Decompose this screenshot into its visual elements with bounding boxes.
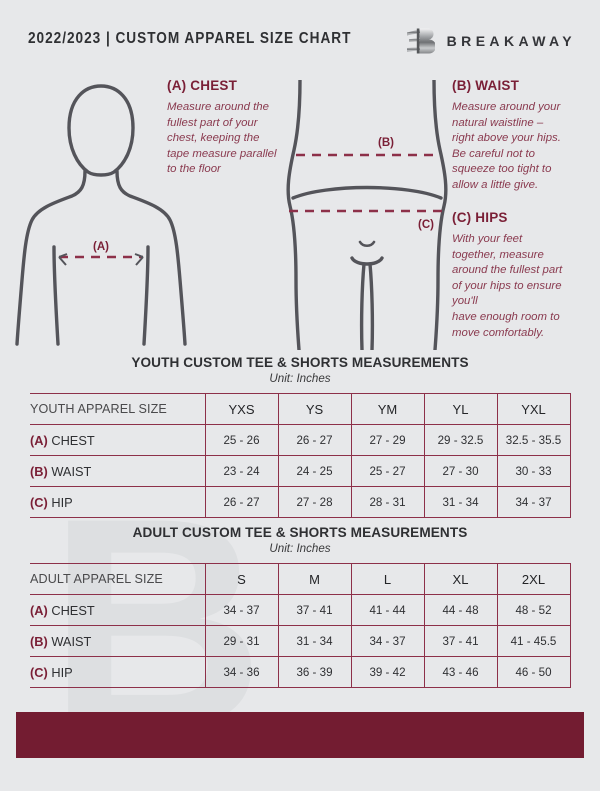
- table-header-row: ADULT APPAREL SIZE S M L XL 2XL: [30, 563, 571, 595]
- youth-row-tag-0: (A): [30, 432, 48, 448]
- note-chest-body: Measure around the fullest part of your …: [167, 101, 277, 176]
- adult-row-tag-1: (B): [30, 633, 48, 649]
- page-title: 2022/2023 | CUSTOM APPAREL SIZE CHART: [28, 30, 352, 47]
- adult-row-tag-2: (C): [30, 664, 48, 680]
- adult-cell-2-4: 46 - 50: [496, 656, 571, 688]
- adult-table-title: ADULT CUSTOM TEE & SHORTS MEASUREMENTS: [132, 525, 468, 540]
- waist-marker-label: (B): [378, 137, 394, 149]
- table-header-row: YOUTH APPAREL SIZE YXS YS YM YL YXL: [30, 393, 571, 425]
- youth-cell-2-3: 31 - 34: [423, 486, 497, 518]
- youth-cell-1-3: 27 - 30: [423, 455, 497, 487]
- adult-cell-0-4: 48 - 52: [496, 594, 571, 626]
- note-waist: (B) WAIST Measure around your natural wa…: [452, 78, 592, 194]
- youth-cell-0-4: 32.5 - 35.5: [496, 424, 571, 456]
- adult-row-label-2: (C) HIP: [30, 656, 205, 688]
- adult-row-text-2: HIP: [51, 664, 73, 680]
- adult-row-tag-0: (A): [30, 602, 48, 618]
- table-row: (B) WAIST 29 - 31 31 - 34 34 - 37 37 - 4…: [30, 625, 571, 657]
- measurement-diagrams: (A) (B) (C: [0, 72, 600, 352]
- table-row: (A) CHEST 34 - 37 37 - 41 41 - 44 44 - 4…: [30, 594, 571, 626]
- footer-bar: [16, 712, 584, 758]
- hips-marker-label: (C): [418, 219, 434, 231]
- youth-cell-1-1: 24 - 25: [277, 455, 351, 487]
- note-hips-body: With your feet together, measure around …: [452, 233, 563, 339]
- youth-row-label-2: (C) HIP: [30, 486, 205, 518]
- youth-size-table-block: YOUTH CUSTOM TEE & SHORTS MEASUREMENTS U…: [30, 355, 571, 518]
- note-waist-title: (B) WAIST: [452, 78, 520, 93]
- note-waist-body: Measure around your natural waistline – …: [452, 101, 561, 191]
- youth-size-col-3: YL: [423, 393, 497, 425]
- adult-row-text-0: CHEST: [51, 602, 95, 618]
- adult-cell-1-1: 31 - 34: [277, 625, 351, 657]
- breakaway-b-monogram-icon: [405, 26, 436, 56]
- youth-size-col-4: YXL: [496, 393, 571, 425]
- youth-row-text-1: WAIST: [51, 463, 92, 479]
- adult-row-label-1: (B) WAIST: [30, 625, 205, 657]
- adult-table-unit: Unit: Inches: [269, 542, 331, 555]
- adult-size-col-2: L: [350, 563, 424, 595]
- adult-cell-0-0: 34 - 37: [204, 594, 278, 626]
- youth-table-title: YOUTH CUSTOM TEE & SHORTS MEASUREMENTS: [131, 355, 469, 370]
- adult-cell-1-2: 34 - 37: [350, 625, 424, 657]
- adult-row-text-1: WAIST: [51, 633, 92, 649]
- adult-cell-0-3: 44 - 48: [423, 594, 497, 626]
- lower-body-silhouette-icon: (B) (C): [272, 78, 462, 352]
- adult-cell-2-3: 43 - 46: [423, 656, 497, 688]
- youth-cell-2-2: 28 - 31: [350, 486, 424, 518]
- youth-size-col-0: YXS: [204, 393, 278, 425]
- note-hips-title: (C) HIPS: [452, 210, 508, 225]
- youth-cell-1-0: 23 - 24: [204, 455, 278, 487]
- adult-cell-0-1: 37 - 41: [277, 594, 351, 626]
- page-header: 2022/2023 | CUSTOM APPAREL SIZE CHART: [0, 0, 600, 72]
- adult-cell-0-2: 41 - 44: [350, 594, 424, 626]
- brand-name: BREAKAWAY: [446, 33, 576, 49]
- table-row: (C) HIP 26 - 27 27 - 28 28 - 31 31 - 34 …: [30, 486, 571, 518]
- youth-size-col-2: YM: [350, 393, 424, 425]
- adult-size-table: ADULT APPAREL SIZE S M L XL 2XL (A) CHES…: [30, 563, 571, 688]
- adult-size-table-block: ADULT CUSTOM TEE & SHORTS MEASUREMENTS U…: [30, 525, 571, 688]
- youth-cell-2-1: 27 - 28: [277, 486, 351, 518]
- note-chest-title: (A) CHEST: [167, 78, 238, 93]
- upper-body-silhouette-icon: (A): [6, 72, 196, 350]
- adult-cell-2-0: 34 - 36: [204, 656, 278, 688]
- chest-marker-label: (A): [93, 241, 109, 253]
- youth-cell-1-4: 30 - 33: [496, 455, 571, 487]
- table-row: (A) CHEST 25 - 26 26 - 27 27 - 29 29 - 3…: [30, 424, 571, 456]
- adult-cell-1-4: 41 - 45.5: [496, 625, 571, 657]
- adult-size-col-0: S: [204, 563, 278, 595]
- note-hips: (C) HIPS With your feet together, measur…: [452, 210, 594, 341]
- youth-row-tag-1: (B): [30, 463, 48, 479]
- adult-cell-2-2: 39 - 42: [350, 656, 424, 688]
- youth-row-tag-2: (C): [30, 494, 48, 510]
- adult-cell-1-3: 37 - 41: [423, 625, 497, 657]
- youth-row-text-0: CHEST: [51, 432, 95, 448]
- youth-table-unit: Unit: Inches: [269, 372, 331, 385]
- youth-row-text-2: HIP: [51, 494, 73, 510]
- youth-row-label-1: (B) WAIST: [30, 455, 205, 487]
- youth-cell-0-0: 25 - 26: [204, 424, 278, 456]
- brand-lockup: BREAKAWAY: [405, 26, 576, 56]
- adult-size-col-3: XL: [423, 563, 497, 595]
- youth-corner-label: YOUTH APPAREL SIZE: [30, 393, 205, 425]
- table-row: (C) HIP 34 - 36 36 - 39 39 - 42 43 - 46 …: [30, 656, 571, 688]
- youth-cell-0-1: 26 - 27: [277, 424, 351, 456]
- youth-cell-0-3: 29 - 32.5: [423, 424, 497, 456]
- youth-cell-0-2: 27 - 29: [350, 424, 424, 456]
- note-chest: (A) CHEST Measure around the fullest par…: [167, 78, 297, 178]
- adult-size-col-4: 2XL: [496, 563, 571, 595]
- youth-cell-1-2: 25 - 27: [350, 455, 424, 487]
- table-row: (B) WAIST 23 - 24 24 - 25 25 - 27 27 - 3…: [30, 455, 571, 487]
- youth-size-col-1: YS: [277, 393, 351, 425]
- adult-cell-1-0: 29 - 31: [204, 625, 278, 657]
- adult-row-label-0: (A) CHEST: [30, 594, 205, 626]
- youth-size-table: YOUTH APPAREL SIZE YXS YS YM YL YXL (A) …: [30, 393, 571, 518]
- adult-corner-label: ADULT APPAREL SIZE: [30, 563, 205, 595]
- youth-cell-2-4: 34 - 37: [496, 486, 571, 518]
- adult-cell-2-1: 36 - 39: [277, 656, 351, 688]
- adult-size-col-1: M: [277, 563, 351, 595]
- youth-row-label-0: (A) CHEST: [30, 424, 205, 456]
- youth-cell-2-0: 26 - 27: [204, 486, 278, 518]
